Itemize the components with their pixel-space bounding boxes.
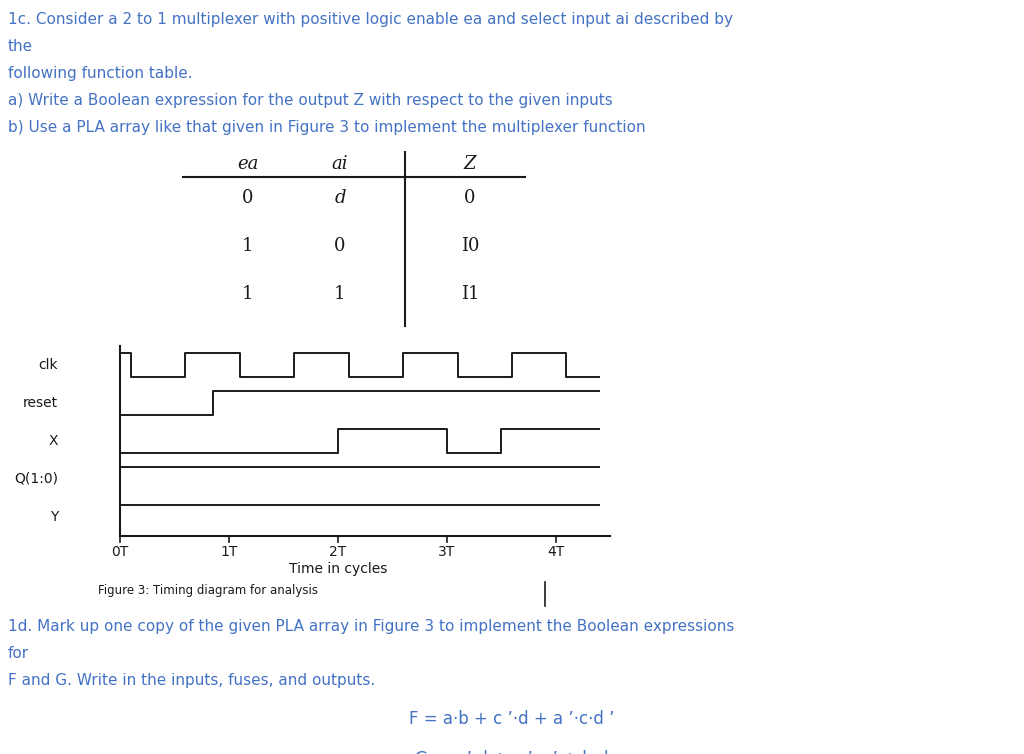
Text: 1: 1 bbox=[243, 285, 254, 303]
Text: 3T: 3T bbox=[438, 545, 456, 559]
Text: reset: reset bbox=[23, 396, 58, 410]
Text: 2T: 2T bbox=[329, 545, 346, 559]
Text: F and G. Write in the inputs, fuses, and outputs.: F and G. Write in the inputs, fuses, and… bbox=[8, 673, 375, 688]
Text: 0T: 0T bbox=[112, 545, 129, 559]
Text: 1d. Mark up one copy of the given PLA array in Figure 3 to implement the Boolean: 1d. Mark up one copy of the given PLA ar… bbox=[8, 619, 734, 634]
Text: X: X bbox=[48, 434, 58, 448]
Text: 0: 0 bbox=[464, 189, 476, 207]
Text: the: the bbox=[8, 39, 33, 54]
Text: following function table.: following function table. bbox=[8, 66, 193, 81]
Text: Time in cycles: Time in cycles bbox=[289, 562, 387, 576]
Text: 1c. Consider a 2 to 1 multiplexer with positive logic enable ea and select input: 1c. Consider a 2 to 1 multiplexer with p… bbox=[8, 12, 733, 27]
Text: d: d bbox=[334, 189, 346, 207]
Text: ea: ea bbox=[238, 155, 259, 173]
Text: F = a·b + c ’·d + a ’·c·d ’: F = a·b + c ’·d + a ’·c·d ’ bbox=[410, 710, 614, 728]
Text: 1: 1 bbox=[334, 285, 346, 303]
Text: ai: ai bbox=[332, 155, 348, 173]
Text: G = c ’·d + a ’·c ’ + b·d: G = c ’·d + a ’·c ’ + b·d bbox=[416, 750, 608, 754]
Text: 4T: 4T bbox=[547, 545, 564, 559]
Text: 0: 0 bbox=[243, 189, 254, 207]
Text: 1T: 1T bbox=[220, 545, 238, 559]
Text: I1: I1 bbox=[461, 285, 479, 303]
Text: Q(1:0): Q(1:0) bbox=[14, 472, 58, 486]
Text: 0: 0 bbox=[334, 237, 346, 255]
Text: a) Write a Boolean expression for the output Z with respect to the given inputs: a) Write a Boolean expression for the ou… bbox=[8, 93, 612, 108]
Text: 1: 1 bbox=[243, 237, 254, 255]
Text: clk: clk bbox=[38, 358, 58, 372]
Text: Figure 3: Timing diagram for analysis: Figure 3: Timing diagram for analysis bbox=[98, 584, 318, 597]
Text: Y: Y bbox=[49, 510, 58, 524]
Text: for: for bbox=[8, 646, 29, 661]
Text: b) Use a PLA array like that given in Figure 3 to implement the multiplexer func: b) Use a PLA array like that given in Fi… bbox=[8, 120, 645, 135]
Text: I0: I0 bbox=[461, 237, 479, 255]
Text: Z: Z bbox=[464, 155, 476, 173]
